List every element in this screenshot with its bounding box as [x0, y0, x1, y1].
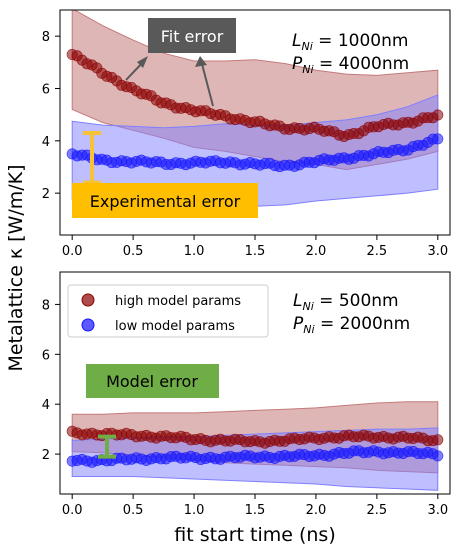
bottom-x-tick-label: 1.0 — [184, 503, 205, 518]
fit-error-label: Fit error — [161, 27, 224, 46]
bottom-lni-label: LNi = 500nm — [293, 291, 399, 313]
bottom-y-tick-label: 8 — [42, 298, 50, 313]
fit-error-callout: Fit error — [125, 18, 236, 107]
bottom-low-point — [432, 450, 444, 462]
x-axis-label: fit start time (ns) — [174, 524, 335, 546]
top-x-tick-label: 2.5 — [367, 244, 388, 259]
top-x-tick-label: 0.5 — [123, 244, 144, 259]
bottom-x-tick-label: 2.5 — [367, 503, 388, 518]
top-panel: 0.0 0.5 1.0 1.5 2.0 2.5 3.0 2 4 6 8 Fit error LNi … — [42, 9, 451, 259]
top-x-tick-label: 3.0 — [427, 244, 448, 259]
experimental-error-bar — [83, 130, 101, 185]
legend-low-marker — [81, 318, 95, 332]
experimental-error-label: Experimental error — [90, 192, 241, 211]
bottom-y-tick-label: 4 — [42, 398, 50, 413]
top-y-tick-label: 6 — [42, 82, 50, 97]
bottom-panel: 0.0 0.5 1.0 1.5 2.0 2.5 3.0 2 4 6 8 high model par… — [42, 271, 451, 518]
legend: high model params low model params — [67, 284, 269, 338]
model-error-box — [86, 364, 219, 398]
fit-error-arrow — [201, 63, 214, 107]
top-high-point — [432, 109, 444, 121]
top-y-tick-label: 2 — [42, 187, 50, 202]
bottom-x-tick-label: 0.0 — [62, 503, 83, 518]
top-y-tick-label: 8 — [42, 30, 50, 45]
model-error-bar — [98, 434, 116, 459]
top-y-tick-label: 4 — [42, 135, 50, 150]
bottom-x-tick-label: 1.5 — [245, 503, 266, 518]
fit-error-arrowhead — [195, 56, 207, 67]
top-pni-label: PNi = 4000nm — [292, 54, 409, 76]
bottom-x-tick-label: 0.5 — [123, 503, 144, 518]
y-axis-label: Metalattice κ [W/m/K] — [5, 164, 27, 371]
bottom-y-tick-label: 6 — [42, 348, 50, 363]
bottom-x-tick-label: 3.0 — [427, 503, 448, 518]
bottom-y-tick-label: 2 — [42, 448, 50, 463]
legend-low-label: low model params — [115, 319, 235, 334]
top-x-tick-label: 1.5 — [245, 244, 266, 259]
legend-frame — [67, 284, 269, 338]
fit-error-arrowhead — [137, 56, 148, 68]
bottom-pni-label: PNi = 2000nm — [293, 314, 410, 336]
bottom-x-tick-label: 2.0 — [306, 503, 327, 518]
bottom-plot-frame — [59, 271, 451, 495]
legend-high-marker — [81, 293, 95, 307]
top-low-point — [432, 133, 444, 145]
model-error-label: Model error — [106, 372, 198, 391]
top-lni-label: LNi = 1000nm — [292, 31, 408, 53]
legend-high-label: high model params — [115, 294, 241, 309]
bottom-high-point — [432, 434, 444, 446]
top-x-tick-label: 2.0 — [306, 244, 327, 259]
top-x-tick-label: 1.0 — [184, 244, 205, 259]
experimental-error-box — [72, 183, 258, 218]
top-plot-frame — [59, 9, 451, 236]
top-x-tick-label: 0.0 — [62, 244, 83, 259]
fit-error-box — [148, 18, 236, 53]
